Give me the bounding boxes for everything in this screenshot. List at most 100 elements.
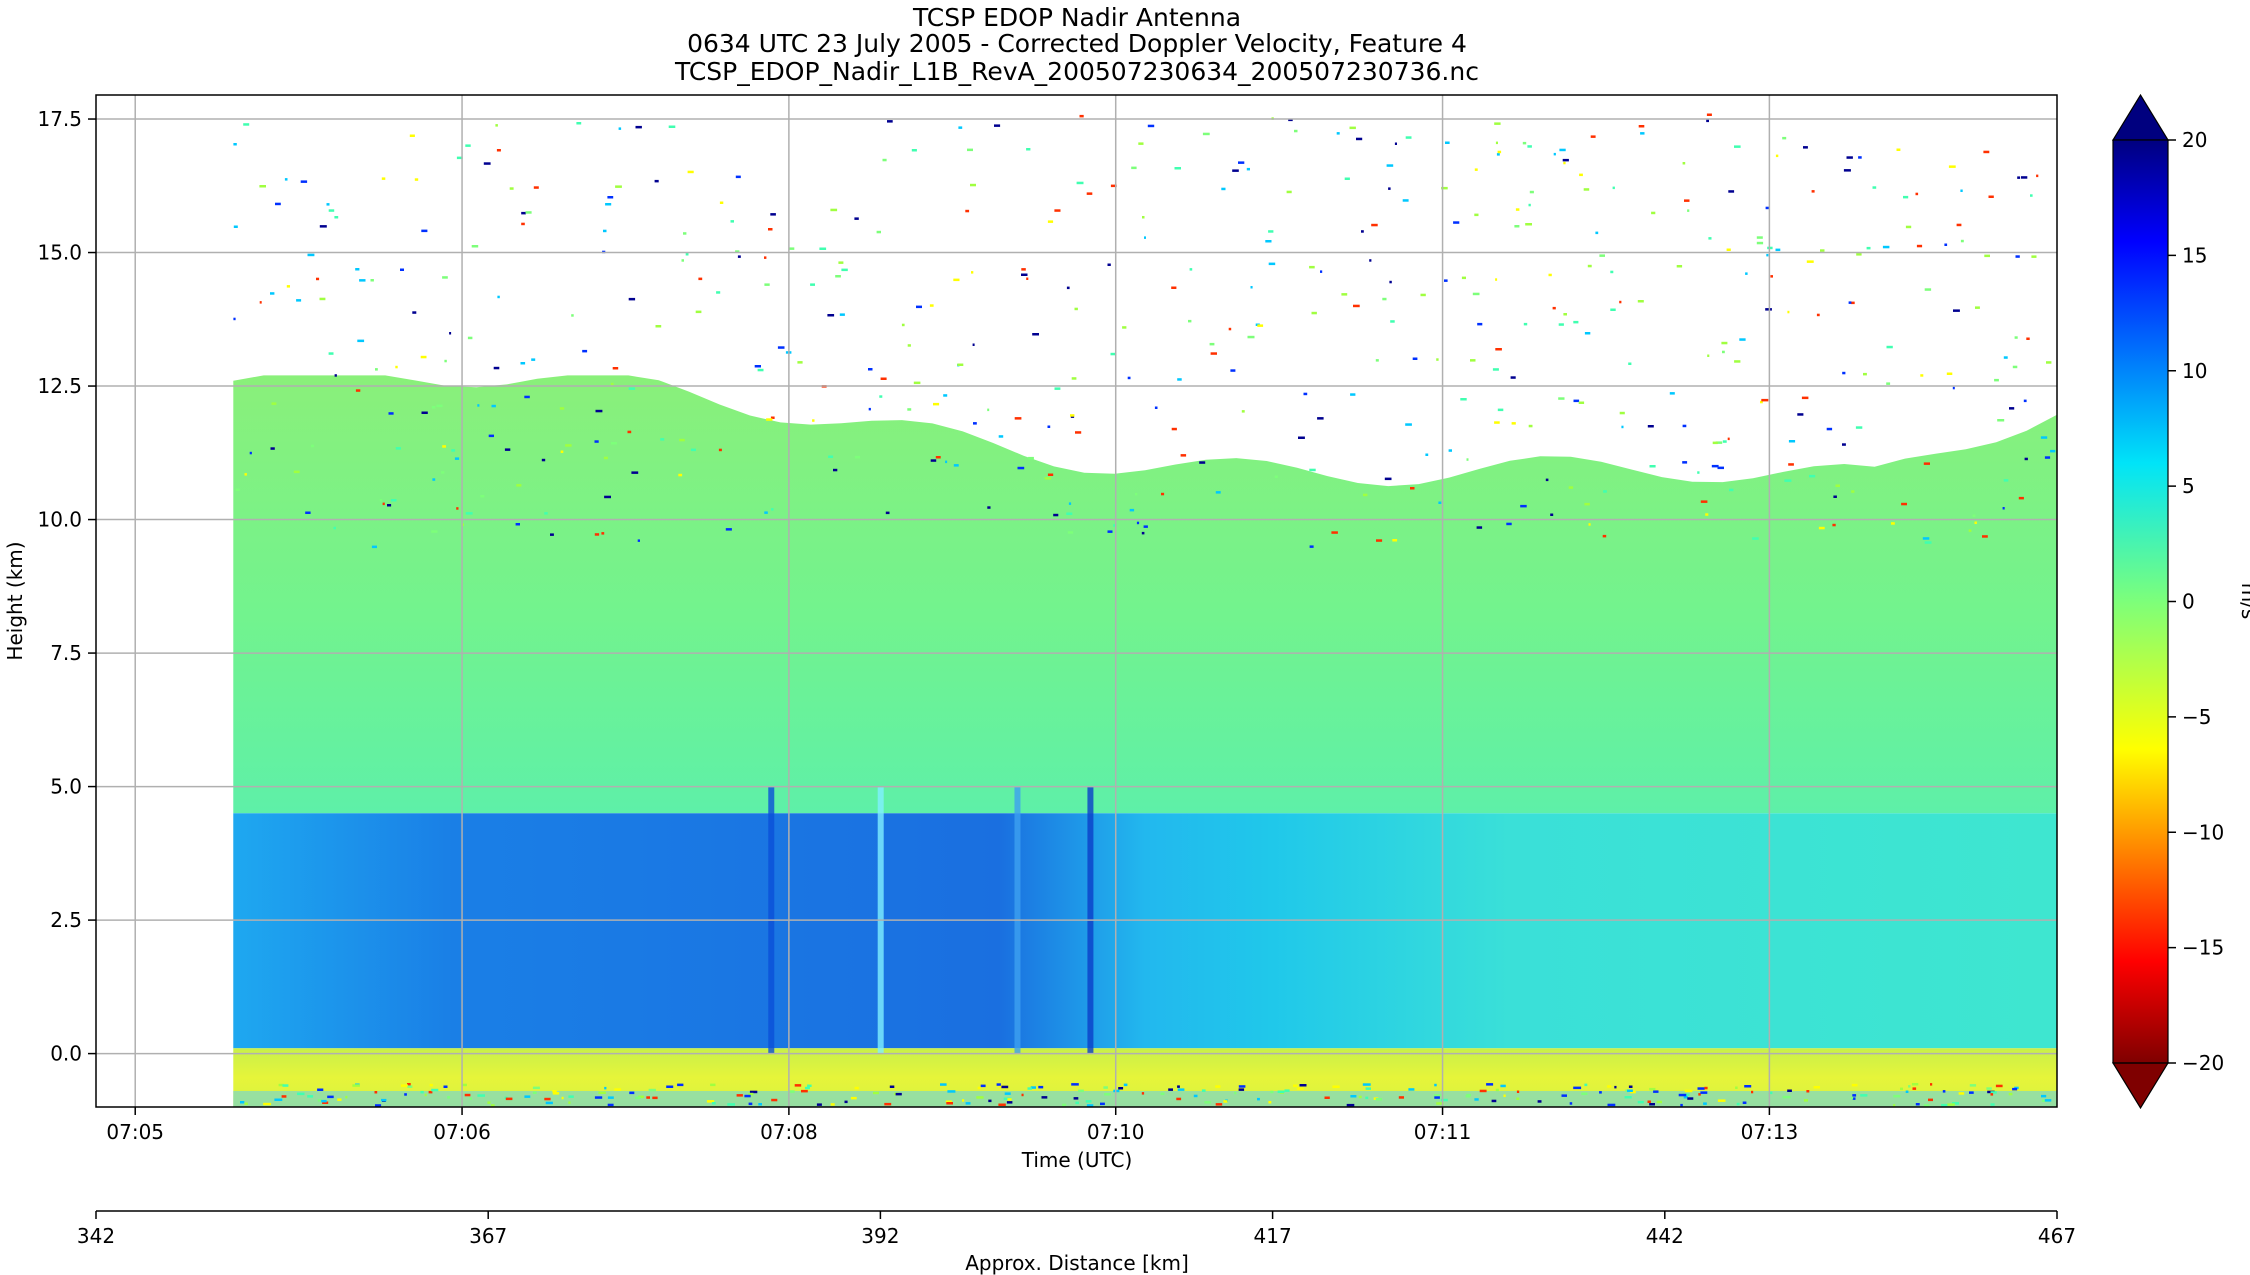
echo-speckle [1392,539,1398,542]
echo-speckle [683,232,687,235]
echo-speckle [490,1104,495,1107]
echo-speckle [1537,1100,1542,1103]
echo-speckle [947,1090,956,1093]
y-tick-label: 17.5 [37,107,82,131]
echo-speckle [334,216,339,219]
echo-speckle [359,279,366,282]
echo-speckle [710,1083,716,1087]
echo-speckle [1803,1099,1808,1102]
echo-speckle [631,471,639,474]
echo-speckle [240,1101,245,1104]
echo-speckle [1727,437,1730,441]
echo-speckle [794,1084,802,1087]
echo-speckle [488,434,494,438]
echo-speckle [607,196,614,199]
echo-speckle [1288,118,1293,122]
x-tick-label: 07:08 [760,1120,818,1144]
echo-speckle [568,1095,574,1098]
echo-speckle [1405,423,1412,426]
echo-speckle [1682,461,1688,464]
echo-speckle [477,404,480,407]
echo-speckle [1628,362,1632,365]
echo-speckle [1843,169,1851,172]
echo-speckle [2017,176,2021,179]
echo-speckle [444,359,447,363]
echo-speckle [352,1084,360,1087]
echo-speckle [1619,411,1625,415]
echo-speckle [1445,141,1450,144]
echo-speckle [516,484,522,487]
echo-speckle [1607,1103,1616,1107]
echo-speckle [1900,1087,1903,1091]
echo-speckle [1420,293,1426,297]
echo-speckle [1215,491,1221,494]
echo-speckle [1687,209,1690,212]
colorbar-tick-label: −15 [2182,936,2224,960]
echo-speckle [1438,501,1442,504]
echo-speckle [1852,1094,1857,1097]
echo-speckle [1436,358,1439,361]
echo-speckle [789,1090,795,1093]
echo-speckle [1100,1102,1105,1106]
echo-speckle [1848,301,1852,304]
echo-speckle [1510,376,1516,379]
echo-speckle [945,1100,952,1103]
echo-speckle [1515,208,1520,211]
echo-speckle [1210,352,1217,355]
echo-speckle [1610,308,1616,311]
echo-speckle [421,411,428,414]
colorbar-extend-top [2111,93,2170,141]
echo-speckle [1891,522,1895,525]
echo-speckle [1298,436,1305,439]
echo-speckle [725,528,732,531]
plot-grid [96,95,2057,1107]
echo-speckle [1234,1091,1237,1095]
y-axis-label: Height (km) [3,541,27,660]
echo-speckle [1687,1097,1694,1100]
echo-speckle [1787,310,1790,314]
echo-speckle [1752,537,1759,540]
echo-speckle [1990,1091,1997,1094]
echo-speckle [1004,1092,1011,1095]
echo-speckle [1528,203,1531,207]
echo-speckle [1516,1097,1520,1100]
echo-speckle [464,1093,471,1097]
echo-speckle [1835,484,1840,487]
echo-speckle [1188,319,1192,323]
echo-speckle [1247,335,1255,339]
echo-speckle [1433,1094,1442,1097]
echo-speckle [1583,188,1590,191]
echo-speckle [1703,1102,1707,1105]
echo-speckle [259,301,262,304]
sparse-echoes [233,113,2056,1107]
echo-speckle [998,1103,1006,1106]
echo-speckle [1984,254,1990,258]
echo-speckle [1127,376,1131,380]
echo-speckle [907,408,912,411]
echo-speckle [1866,246,1871,250]
echo-speckle [1309,545,1314,548]
velocity-field [233,375,2057,1107]
echo-speckle [431,530,438,533]
echo-speckle [637,539,640,542]
echo-speckle [1062,1103,1067,1107]
echo-speckle [525,211,532,214]
echo-speckle [467,336,473,340]
echo-speckle [1960,189,1963,192]
echo-speckle [487,1101,491,1104]
echo-speckle [1911,1083,1919,1086]
echo-speckle [605,203,612,206]
echo-speckle [1813,1086,1820,1089]
echo-speckle [830,208,838,212]
echo-speckle [1131,166,1137,170]
echo-speckle [1382,297,1387,301]
echo-speckle [504,448,511,451]
echo-speckle [1969,1084,1977,1087]
echo-speckle [1969,1091,1974,1094]
echo-speckle [1942,1090,1946,1093]
echo-speckle [1332,1085,1340,1088]
echo-speckle [1712,441,1718,445]
echo-speckle [1386,164,1394,167]
echo-speckle [1941,1103,1948,1107]
echo-speckle [544,1097,551,1101]
